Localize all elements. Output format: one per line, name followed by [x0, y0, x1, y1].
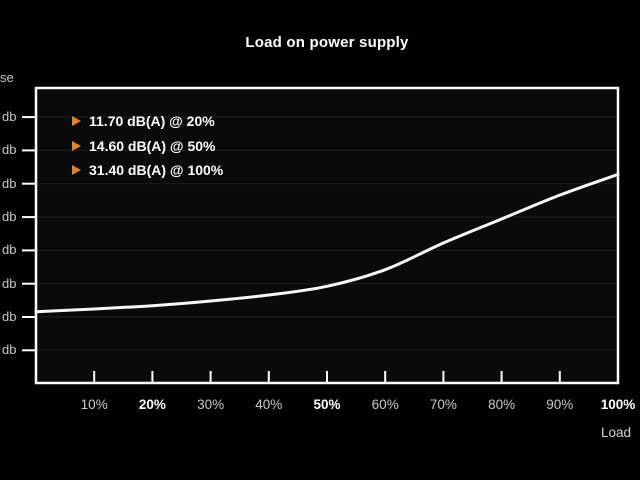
annotation-text: 14.60 dB(A) @ 50%: [89, 137, 216, 154]
annotation-text: 31.40 dB(A) @ 100%: [89, 162, 224, 178]
y-axis-title-fragment: se: [0, 70, 14, 85]
x-axis-label: 40%: [255, 397, 283, 412]
arrow-right-icon: [72, 116, 81, 126]
y-axis-tick-label: db: [2, 309, 17, 324]
x-axis-label: 30%: [197, 397, 225, 412]
x-axis-label: 90%: [546, 397, 574, 412]
plot-border: [34, 86, 620, 385]
annotation-row: 14.60 dB(A) @ 50%: [72, 137, 223, 155]
y-axis-tick-label: db: [2, 142, 17, 158]
y-axis-tick-label: db: [2, 275, 17, 291]
y-axis-tick-label: db: [2, 342, 17, 358]
plot-background: [36, 88, 618, 383]
x-axis-label: 50%: [313, 397, 341, 412]
x-axis-label: 20%: [138, 397, 166, 412]
arrow-right-icon: [72, 140, 81, 151]
y-axis-tick-label: db: [2, 175, 17, 191]
chart-title: Load on power supply: [245, 34, 409, 51]
y-axis-tick-label: db: [2, 209, 17, 225]
arrow-right-icon: [72, 165, 81, 175]
y-axis-tick-label: db: [2, 109, 17, 125]
noise-curve: [34, 172, 620, 314]
x-axis-title: Load: [600, 425, 631, 440]
x-axis-label: 70%: [429, 397, 457, 412]
annotation-text: 11.70 dB(A) @ 20%: [89, 113, 215, 129]
x-axis-label: 60%: [371, 397, 399, 412]
annotation-list: 11.70 dB(A) @ 20% 14.60 dB(A) @ 50% 31.4…: [72, 112, 223, 186]
annotation-row: 31.40 dB(A) @ 100%: [72, 161, 223, 179]
annotation-row: 11.70 dB(A) @ 20%: [72, 112, 223, 130]
x-axis-label: 80%: [488, 397, 516, 412]
x-axis-label: 10%: [80, 397, 108, 412]
x-axis-label: 100%: [600, 397, 636, 412]
y-axis-tick-label: db: [2, 242, 17, 258]
